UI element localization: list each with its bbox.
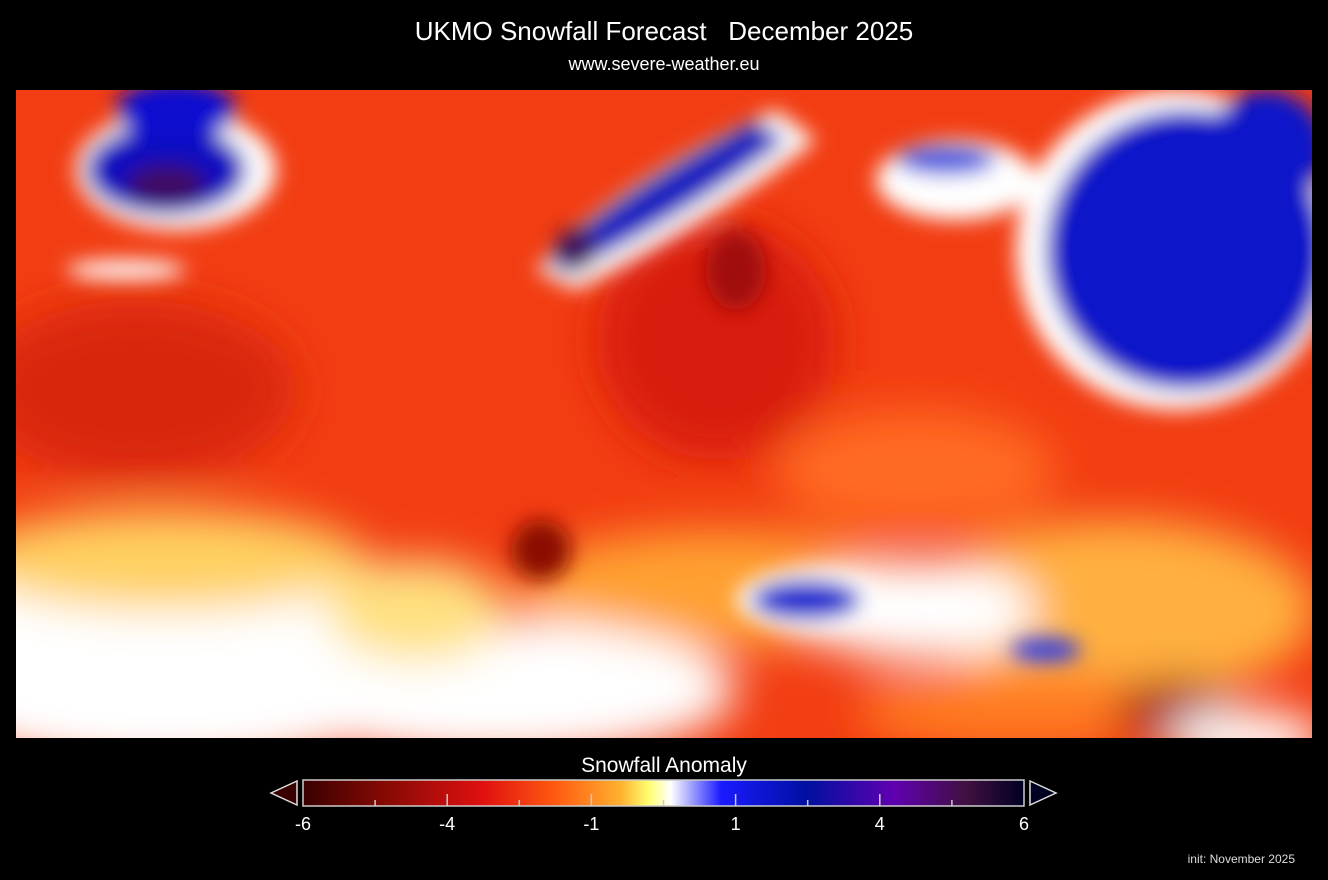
- extend-min-arrow: [269, 779, 298, 807]
- colorbar-tick-label: 1: [730, 814, 741, 834]
- source-url: www.severe-weather.eu: [568, 54, 760, 74]
- snowfall-anomaly-map: [16, 90, 1312, 738]
- legend-title: Snowfall Anomaly: [581, 754, 747, 777]
- colorbar-tick-label: 4: [874, 814, 885, 834]
- colorbar-tick-label: -6: [294, 814, 312, 834]
- init-date: init: November 2025: [1187, 852, 1295, 866]
- extend-max-arrow: [1029, 779, 1058, 807]
- colorbar-tick-label: -1: [583, 814, 600, 834]
- colorbar-tick-label: 6: [1018, 814, 1030, 834]
- colorbar-tick-label: -4: [439, 814, 456, 834]
- colorbar: [269, 779, 1058, 807]
- chart-title: UKMO Snowfall Forecast December 2025: [414, 16, 914, 46]
